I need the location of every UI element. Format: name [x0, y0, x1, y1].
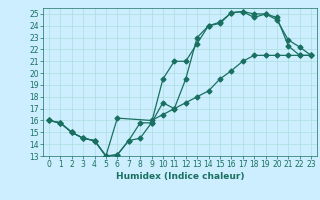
X-axis label: Humidex (Indice chaleur): Humidex (Indice chaleur) [116, 172, 244, 181]
